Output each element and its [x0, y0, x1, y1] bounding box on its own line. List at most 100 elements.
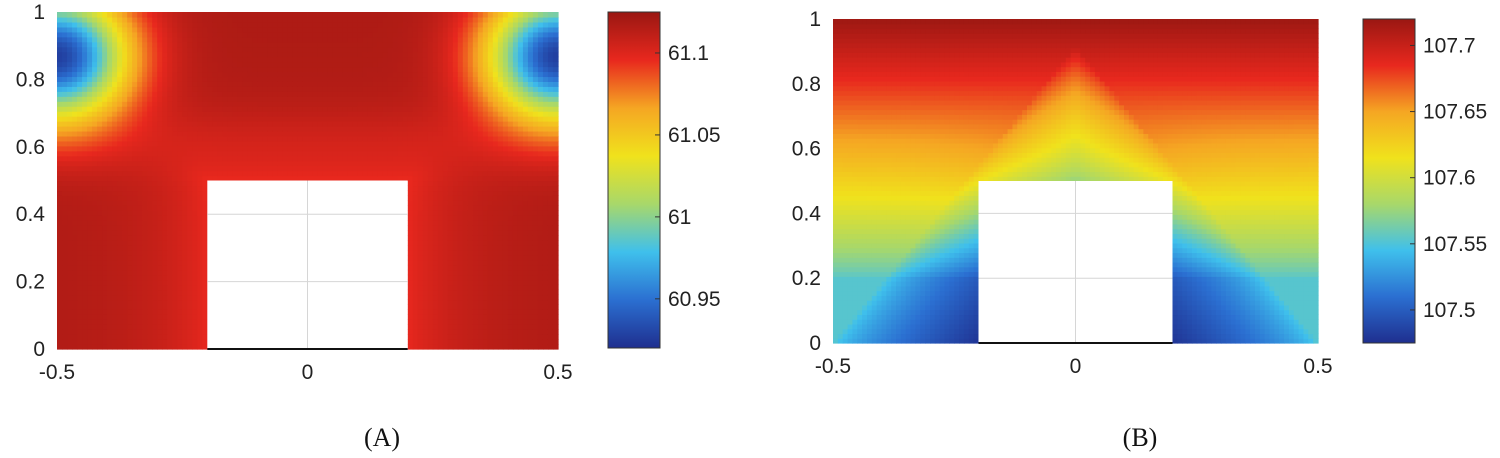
heatmap-cell [192, 175, 198, 182]
heatmap-cell [147, 111, 153, 117]
heatmap-cell [297, 130, 304, 137]
heatmap-cell [197, 121, 203, 127]
heatmap-cell [162, 294, 168, 301]
heatmap-cell [167, 46, 173, 53]
heatmap-cell [267, 116, 274, 122]
heatmap-cell [432, 36, 439, 43]
heatmap-cell [332, 140, 339, 147]
heatmap-cell [232, 165, 238, 172]
heatmap-cell [312, 165, 319, 172]
heatmap-cell [372, 21, 379, 28]
heatmap-cell [177, 150, 183, 157]
heatmap-cell [62, 244, 68, 251]
heatmap-cell [372, 140, 379, 147]
heatmap-cell [92, 329, 98, 335]
heatmap-cell [82, 205, 88, 211]
heatmap-cell [517, 200, 524, 206]
heatmap-cell [232, 160, 238, 167]
heatmap-cell [102, 254, 108, 261]
heatmap-cell [427, 279, 434, 286]
heatmap-cell [217, 31, 223, 38]
heatmap-cell [237, 61, 243, 68]
heatmap-cell [222, 125, 228, 132]
heatmap-cell [512, 111, 519, 117]
heatmap-cell [182, 314, 188, 320]
heatmap-cell [447, 324, 454, 330]
heatmap-cell [437, 195, 444, 201]
heatmap-cell [512, 71, 519, 78]
heatmap-cell [187, 160, 193, 167]
heatmap-cell [242, 56, 248, 63]
heatmap-cell [447, 239, 454, 246]
heatmap-cell [102, 324, 108, 330]
heatmap-cell [382, 12, 389, 18]
heatmap-cell [502, 81, 509, 87]
heatmap-cell [412, 269, 419, 276]
heatmap-cell [57, 304, 63, 310]
heatmap-cell [342, 96, 349, 102]
heatmap-cell [97, 279, 103, 286]
heatmap-cell [132, 96, 138, 102]
heatmap-cell [292, 96, 299, 102]
heatmap-cell [417, 284, 424, 291]
heatmap-cell [67, 269, 73, 276]
heatmap-cell [392, 66, 399, 73]
heatmap-cell [97, 175, 103, 182]
heatmap-cell [167, 91, 173, 97]
heatmap-cell [462, 96, 469, 102]
heatmap-cell [182, 249, 188, 256]
heatmap-cell [237, 41, 243, 48]
heatmap-cell [152, 155, 158, 162]
heatmap-cell [467, 96, 474, 102]
heatmap-cell [92, 180, 98, 187]
heatmap-cell [462, 284, 469, 291]
heatmap-cell [197, 130, 203, 137]
heatmap-cell [352, 41, 359, 48]
heatmap-cell [427, 269, 434, 276]
heatmap-cell [457, 160, 464, 167]
heatmap-cell [197, 155, 203, 162]
heatmap-cell [182, 135, 188, 142]
heatmap-cell [477, 150, 484, 157]
heatmap-cell [162, 125, 168, 132]
heatmap-cell [157, 294, 163, 301]
heatmap-cell [82, 61, 88, 68]
heatmap-cell [442, 61, 449, 68]
heatmap-cell [412, 106, 419, 112]
heatmap-cell [437, 76, 444, 82]
heatmap-cell [487, 56, 494, 63]
heatmap-cell [432, 96, 439, 102]
heatmap-cell [147, 304, 153, 310]
heatmap-cell [272, 76, 279, 82]
heatmap-cell [172, 165, 178, 172]
heatmap-cell [462, 215, 469, 221]
heatmap-cell [192, 190, 198, 196]
heatmap-cell [462, 195, 469, 201]
heatmap-cell [517, 125, 524, 132]
heatmap-cell [177, 279, 183, 286]
heatmap-cell [72, 160, 78, 167]
heatmap-cell [182, 160, 188, 167]
heatmap-cell [502, 304, 509, 310]
heatmap-cell [162, 309, 168, 315]
heatmap-cell [112, 91, 118, 97]
heatmap-cell [507, 269, 514, 276]
heatmap-cell [352, 170, 359, 177]
heatmap-cell [412, 91, 419, 97]
heatmap-cell [177, 96, 183, 102]
heatmap-cell [212, 51, 218, 58]
heatmap-cell [407, 210, 414, 216]
heatmap-cell [257, 125, 264, 132]
heatmap-cell [457, 86, 464, 92]
heatmap-cell [337, 96, 344, 102]
heatmap-cell [417, 200, 424, 206]
heatmap-cell [377, 111, 384, 117]
heatmap-cell [352, 121, 359, 127]
heatmap-cell [102, 135, 108, 142]
heatmap-cell [487, 61, 494, 68]
heatmap-cell [492, 21, 499, 28]
heatmap-cell [337, 170, 344, 177]
heatmap-cell [472, 254, 479, 261]
heatmap-cell [102, 81, 108, 87]
heatmap-cell [292, 21, 299, 28]
